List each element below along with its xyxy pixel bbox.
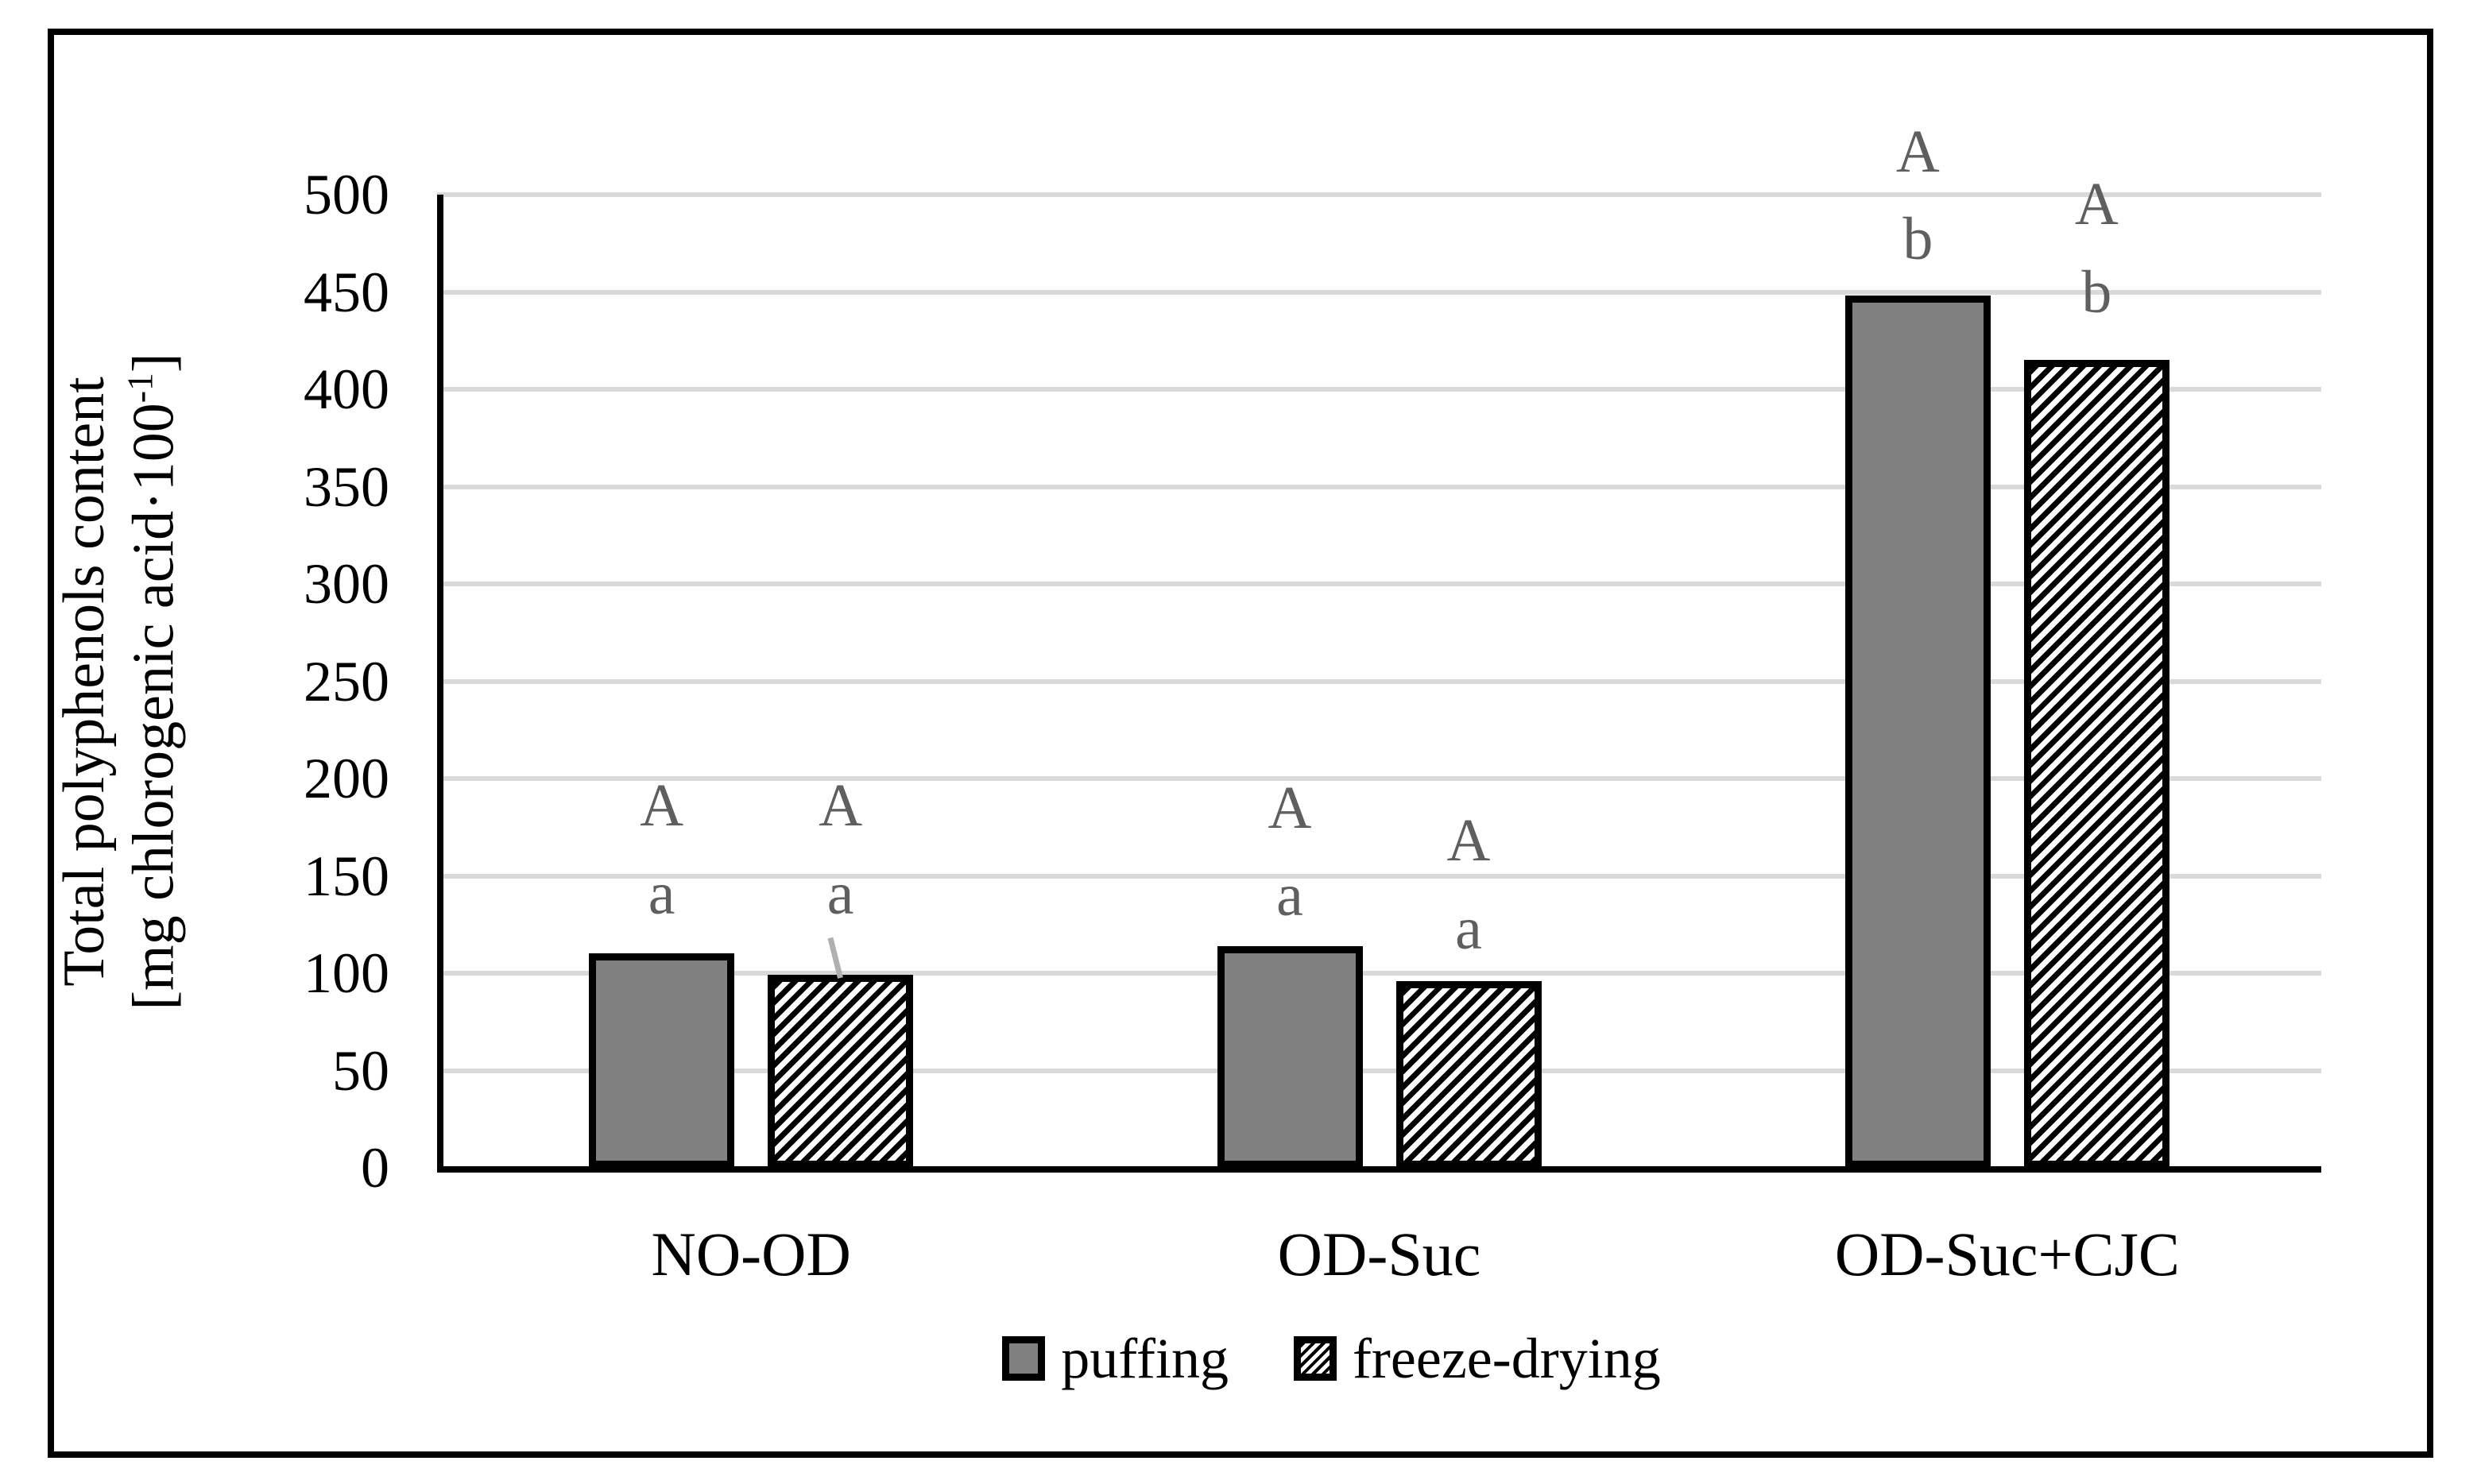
x-axis-label-OD-Suc+CJC: OD-Suc+CJC xyxy=(1834,1219,2180,1289)
y-tick-label-250: 250 xyxy=(304,649,389,713)
significance-letter-b-freeze-drying-OD-Suc+CJC: b xyxy=(2081,258,2112,326)
significance-letter-A-puffing-NO-OD: A xyxy=(640,772,684,840)
legend-label-puffing: puffing xyxy=(1061,1327,1229,1390)
significance-letter-a-freeze-drying-OD-Suc: a xyxy=(1455,895,1482,962)
bar-puffing-OD-Suc+CJC xyxy=(1844,296,1991,1168)
significance-letter-A-freeze-drying-OD-Suc: A xyxy=(1446,807,1491,875)
significance-letter-A-freeze-drying-NO-OD: A xyxy=(819,772,863,840)
gridline-100 xyxy=(437,971,2321,976)
significance-letter-A-puffing-OD-Suc+CJC: A xyxy=(1895,118,1940,186)
y-axis-title-superscript: -1 xyxy=(119,373,161,404)
gridline-200 xyxy=(437,776,2321,781)
legend-swatch-puffing xyxy=(1002,1336,1046,1381)
x-axis-line xyxy=(437,1166,2321,1173)
legend-item-puffing: puffing xyxy=(1002,1330,1229,1387)
y-tick-label-300: 300 xyxy=(304,552,389,616)
legend: puffing freeze-drying xyxy=(389,1330,2274,1387)
significance-letter-A-puffing-OD-Suc: A xyxy=(1268,774,1312,841)
x-axis-label-OD-Suc: OD-Suc xyxy=(1277,1219,1481,1289)
y-axis-line xyxy=(437,195,443,1173)
y-tick-label-0: 0 xyxy=(361,1136,389,1200)
gridline-150 xyxy=(437,873,2321,879)
gridline-400 xyxy=(437,387,2321,392)
significance-letter-A-freeze-drying-OD-Suc+CJC: A xyxy=(2074,171,2119,238)
significance-letter-a-puffing-OD-Suc: a xyxy=(1276,862,1303,929)
bar-puffing-NO-OD xyxy=(589,953,735,1168)
bar-puffing-OD-Suc xyxy=(1217,946,1363,1168)
gridline-500 xyxy=(437,192,2321,197)
gridline-250 xyxy=(437,678,2321,684)
y-tick-label-150: 150 xyxy=(304,844,389,908)
legend-item-freeze-drying: freeze-drying xyxy=(1293,1327,1661,1390)
y-tick-label-50: 50 xyxy=(332,1038,389,1103)
y-tick-label-350: 350 xyxy=(304,454,389,519)
y-tick-label-500: 500 xyxy=(304,163,389,226)
significance-letter-b-puffing-OD-Suc+CJC: b xyxy=(1902,206,1933,273)
y-tick-label-100: 100 xyxy=(304,941,389,1005)
y-tick-label-200: 200 xyxy=(304,747,389,810)
legend-swatch-freeze-drying xyxy=(1293,1336,1337,1381)
bar-freeze-drying-OD-Suc+CJC xyxy=(2023,360,2169,1168)
x-axis-label-NO-OD: NO-OD xyxy=(651,1219,851,1289)
gridline-350 xyxy=(437,484,2321,489)
bar-freeze-drying-NO-OD xyxy=(768,975,914,1168)
significance-letter-a-freeze-drying-NO-OD: a xyxy=(826,860,854,927)
significance-letter-a-puffing-NO-OD: a xyxy=(648,860,675,927)
gridline-50 xyxy=(437,1068,2321,1073)
y-axis-title-line1: Total polyphenols content xyxy=(52,377,117,987)
gridline-450 xyxy=(437,289,2321,295)
y-axis-title-line2-base: [mg chlorogenic acid·100 xyxy=(121,403,187,1011)
gridline-300 xyxy=(437,582,2321,586)
y-tick-label-450: 450 xyxy=(304,260,389,324)
bar-freeze-drying-OD-Suc xyxy=(1395,981,1542,1168)
legend-label-freeze-drying: freeze-drying xyxy=(1352,1327,1661,1390)
y-tick-label-400: 400 xyxy=(304,357,389,421)
y-axis-title-line2-close: ] xyxy=(121,353,187,373)
y-axis-title-line2: [mg chlorogenic acid·100-1] xyxy=(119,353,187,1011)
